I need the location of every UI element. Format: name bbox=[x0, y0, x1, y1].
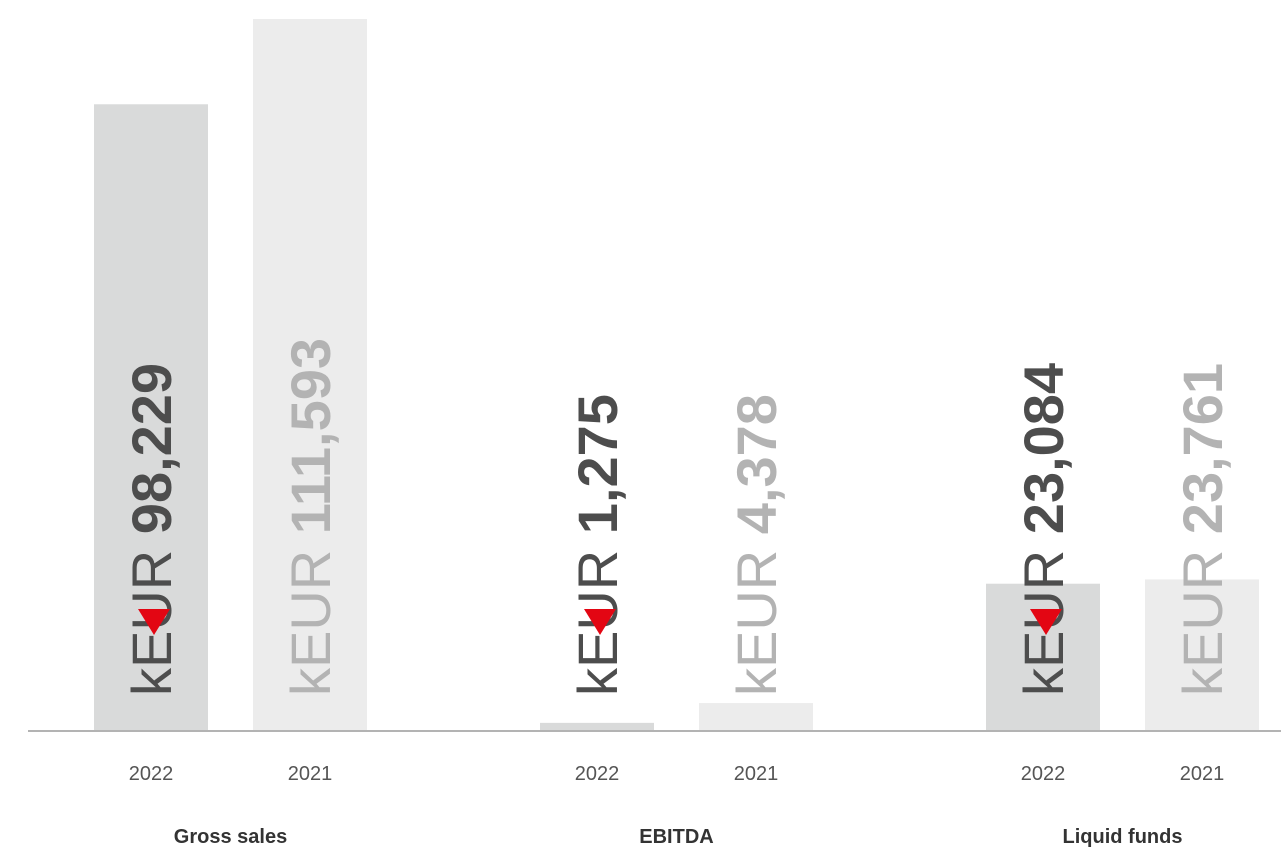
year-label: 2022 bbox=[1021, 763, 1066, 785]
value-number: 98,229 bbox=[120, 363, 183, 534]
value-unit: kEUR bbox=[725, 534, 788, 696]
bars-layer bbox=[94, 19, 1259, 731]
value-label: kEUR 23,761 bbox=[1171, 363, 1234, 696]
value-label: kEUR 111,593 bbox=[279, 338, 342, 696]
value-number: 111,593 bbox=[279, 338, 342, 534]
year-label: 2022 bbox=[575, 763, 620, 785]
value-number: 23,761 bbox=[1171, 363, 1234, 534]
value-label: kEUR 23,084 bbox=[1012, 363, 1075, 696]
group-label: Gross sales bbox=[174, 826, 287, 848]
decrease-triangle-icon bbox=[1030, 609, 1062, 635]
group-label: Liquid funds bbox=[1063, 826, 1183, 848]
group-label: EBITDA bbox=[639, 826, 713, 848]
bar-ebitda-2021 bbox=[699, 703, 813, 731]
value-number: 23,084 bbox=[1012, 363, 1075, 534]
value-label: kEUR 4,378 bbox=[725, 394, 788, 696]
year-label: 2021 bbox=[1180, 763, 1225, 785]
value-number: 1,275 bbox=[566, 394, 629, 534]
year-label: 2022 bbox=[129, 763, 174, 785]
value-unit: kEUR bbox=[279, 534, 342, 696]
value-label: kEUR 98,229 bbox=[120, 363, 183, 696]
bar-gross-sales-2021 bbox=[253, 19, 367, 731]
bar-liquid-funds-2022 bbox=[986, 583, 1100, 731]
bar-ebitda-2022 bbox=[540, 722, 654, 731]
value-unit: kEUR bbox=[1171, 534, 1234, 696]
decrease-triangle-icon bbox=[584, 609, 616, 635]
year-label: 2021 bbox=[734, 763, 779, 785]
decrease-triangle-icon bbox=[138, 609, 170, 635]
labels-layer: kEUR 98,229 2022 kEUR 111,593 2021 Gross sal… bbox=[120, 338, 1234, 848]
value-number: 4,378 bbox=[725, 394, 788, 534]
bar-liquid-funds-2021 bbox=[1145, 579, 1259, 731]
value-label: kEUR 1,275 bbox=[566, 394, 629, 696]
year-label: 2021 bbox=[288, 763, 333, 785]
